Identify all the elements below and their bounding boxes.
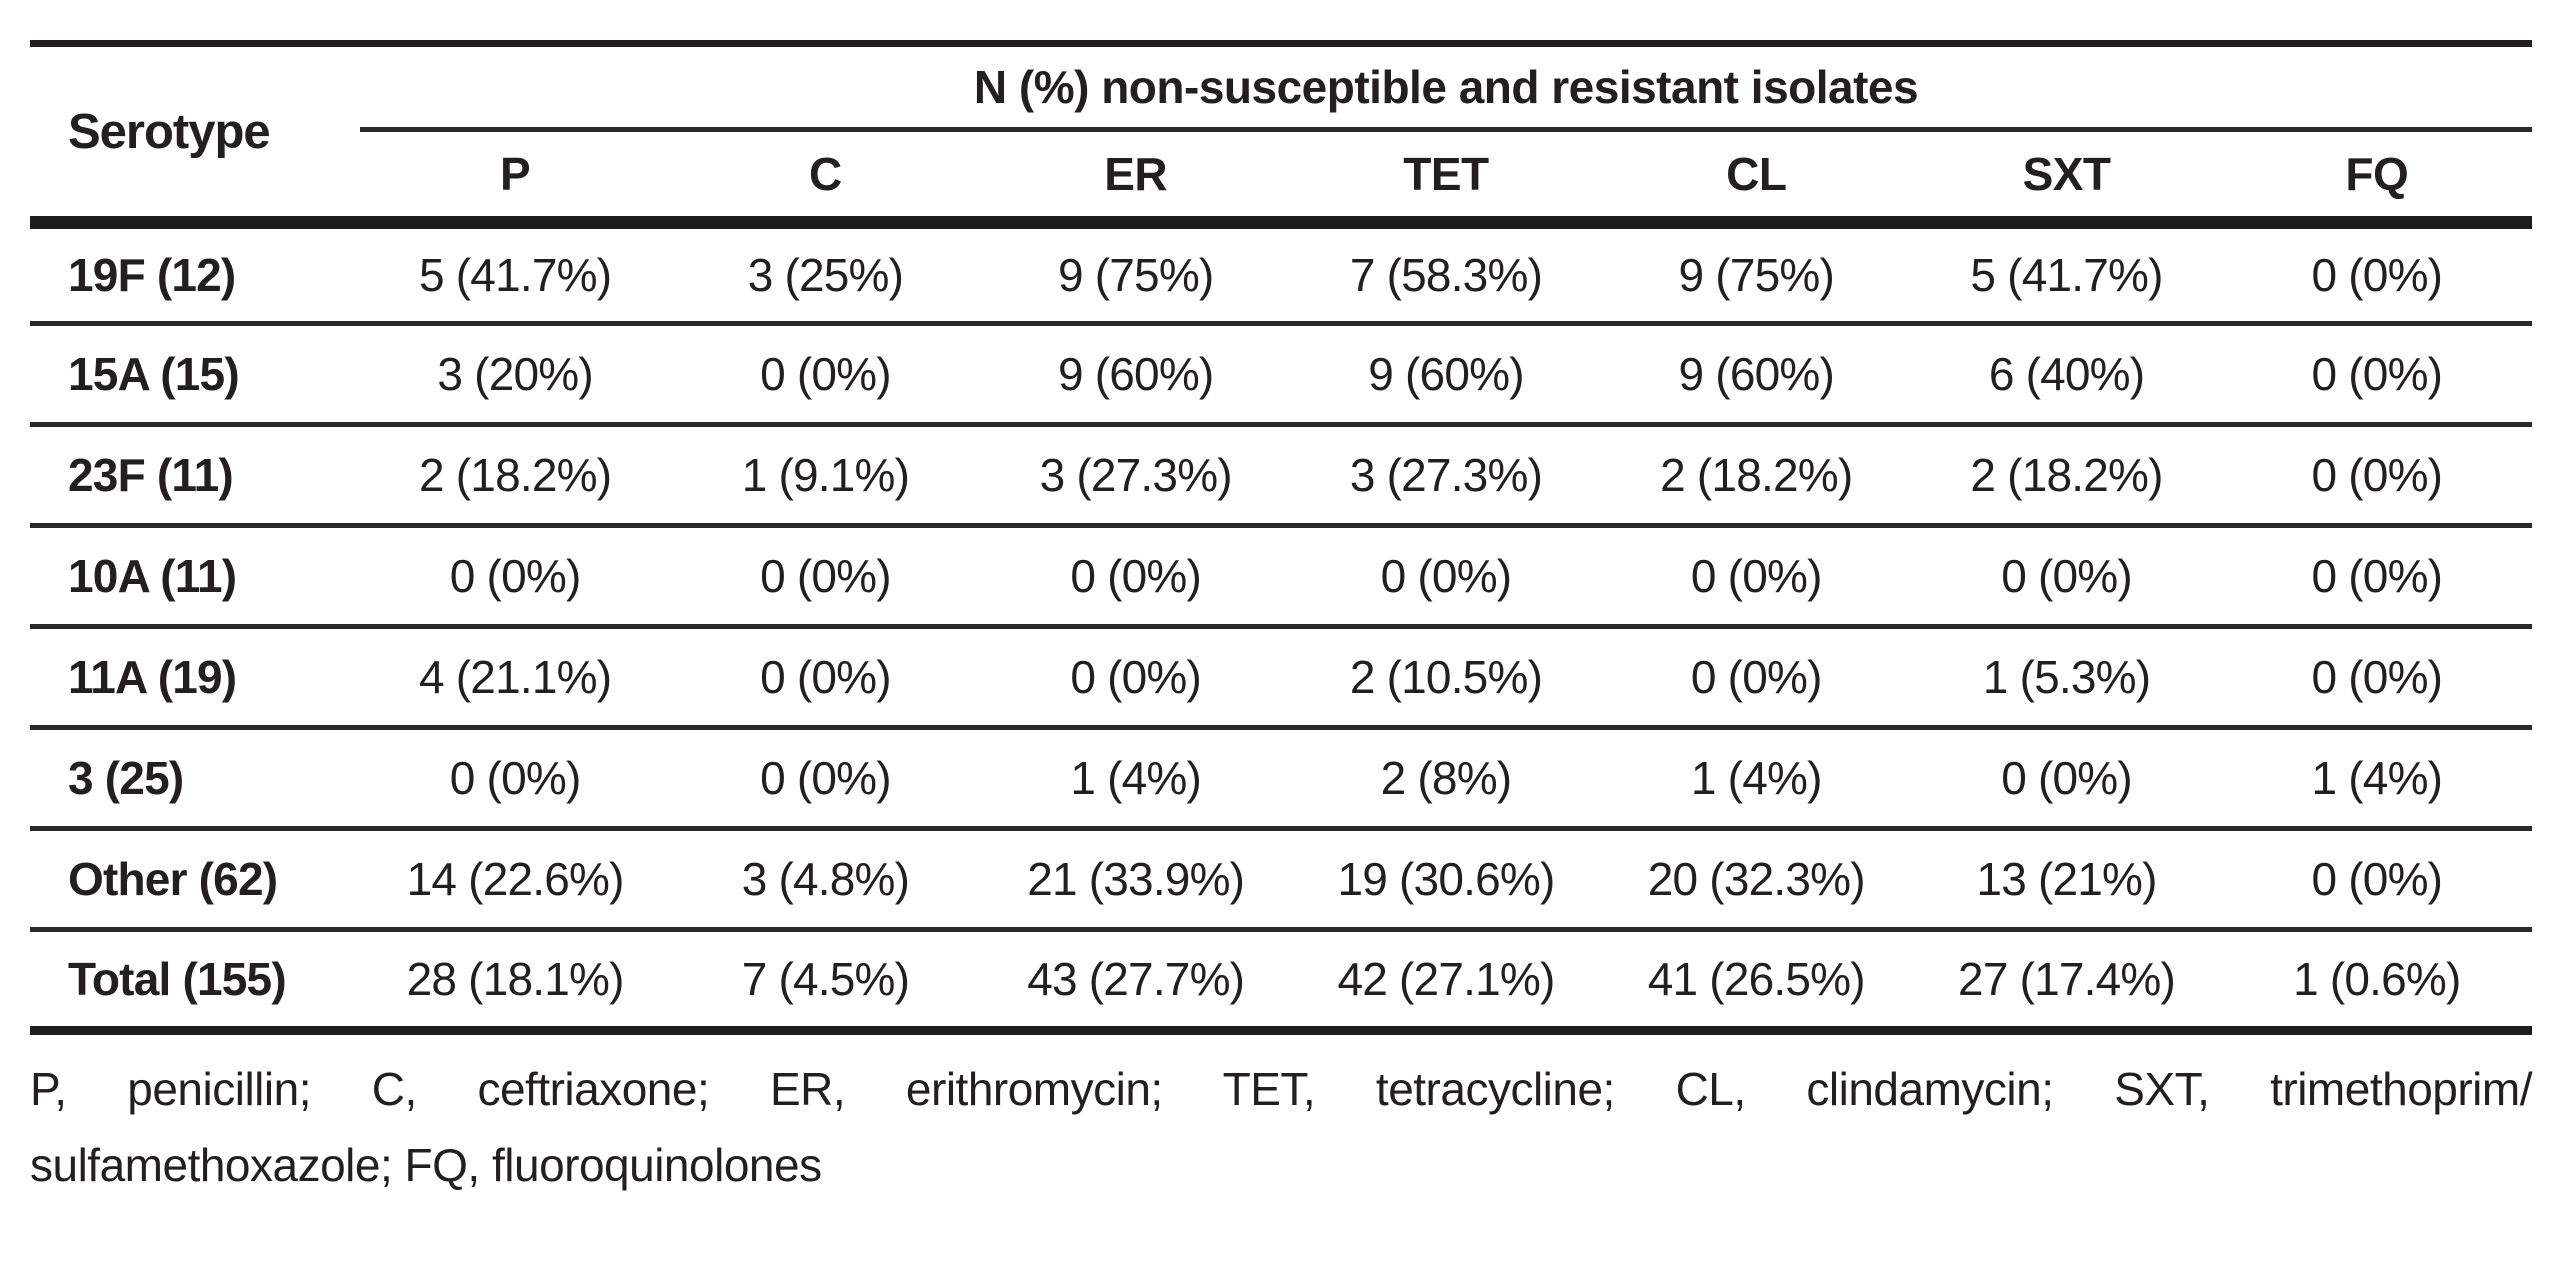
table-row: Other (62) 14 (22.6%) 3 (4.8%) 21 (33.9%) 19…	[30, 828, 2532, 932]
column-header-c: C	[670, 129, 981, 229]
serotype-cell: 23F (11)	[30, 424, 360, 528]
value-cell: 0 (0%)	[670, 525, 981, 629]
value-cell: 0 (0%)	[670, 727, 981, 831]
value-cell: 6 (40%)	[1911, 323, 2222, 427]
value-cell: 7 (4.5%)	[670, 929, 981, 1035]
value-cell: 0 (0%)	[2221, 222, 2532, 326]
column-header-cl: CL	[1601, 129, 1912, 229]
value-cell: 3 (27.3%)	[1290, 424, 1602, 528]
footnote-line-2: sulfamethoxazole; FQ, fluoroquinolones	[30, 1139, 822, 1191]
value-cell: 0 (0%)	[1601, 525, 1912, 629]
column-header-tet: TET	[1290, 129, 1602, 229]
value-cell: 9 (75%)	[1601, 222, 1912, 326]
serotype-cell: 19F (12)	[30, 222, 360, 326]
table-body: 19F (12) 5 (41.7%) 3 (25%) 9 (75%) 7 (58.3%)…	[30, 222, 2532, 1035]
value-cell: 0 (0%)	[2221, 323, 2532, 427]
column-header-sxt: SXT	[1911, 129, 2222, 229]
value-cell: 41 (26.5%)	[1601, 929, 1912, 1035]
value-cell: 0 (0%)	[1911, 525, 2222, 629]
value-cell: 0 (0%)	[2221, 626, 2532, 730]
footnote-line-1: P, penicillin; C, ceftriaxone; ER, erith…	[30, 1063, 2533, 1115]
group-header-row: Serotype N (%) non-susceptible and resis…	[30, 43, 2532, 229]
value-cell: 28 (18.1%)	[360, 929, 671, 1035]
value-cell: 1 (5.3%)	[1911, 626, 2222, 730]
value-cell: 0 (0%)	[360, 727, 671, 831]
value-cell: 1 (9.1%)	[670, 424, 981, 528]
column-header-fq: FQ	[2221, 129, 2532, 229]
value-cell: 4 (21.1%)	[360, 626, 671, 730]
value-cell: 3 (20%)	[360, 323, 671, 427]
value-cell: 0 (0%)	[2221, 828, 2532, 932]
value-cell: 9 (60%)	[1601, 323, 1912, 427]
value-cell: 19 (30.6%)	[1290, 828, 1602, 932]
value-cell: 9 (60%)	[1290, 323, 1602, 427]
table-row: 10A (11) 0 (0%) 0 (0%) 0 (0%) 0 (0%) 0 (0%) 0 …	[30, 525, 2532, 629]
value-cell: 0 (0%)	[980, 626, 1291, 730]
value-cell: 5 (41.7%)	[360, 222, 671, 326]
value-cell: 27 (17.4%)	[1911, 929, 2222, 1035]
value-cell: 1 (4%)	[1601, 727, 1912, 831]
value-cell: 0 (0%)	[1290, 525, 1602, 629]
value-cell: 3 (4.8%)	[670, 828, 981, 932]
value-cell: 3 (27.3%)	[980, 424, 1291, 528]
table-row: 23F (11) 2 (18.2%) 1 (9.1%) 3 (27.3%) 3 (27.…	[30, 424, 2532, 528]
value-cell: 9 (60%)	[980, 323, 1291, 427]
table-row: 3 (25) 0 (0%) 0 (0%) 1 (4%) 2 (8%) 1 (4%) 0 (0…	[30, 727, 2532, 831]
column-header-er: ER	[980, 129, 1291, 229]
value-cell: 20 (32.3%)	[1601, 828, 1912, 932]
table-row: 19F (12) 5 (41.7%) 3 (25%) 9 (75%) 7 (58.3%)…	[30, 222, 2532, 326]
value-cell: 1 (0.6%)	[2221, 929, 2532, 1035]
value-cell: 0 (0%)	[2221, 525, 2532, 629]
serotype-cell: Total (155)	[30, 929, 360, 1035]
value-cell: 21 (33.9%)	[980, 828, 1291, 932]
value-cell: 3 (25%)	[670, 222, 981, 326]
table-header: Serotype N (%) non-susceptible and resis…	[30, 43, 2532, 229]
value-cell: 13 (21%)	[1911, 828, 2222, 932]
value-cell: 0 (0%)	[360, 525, 671, 629]
column-header-row: P C ER TET CL SXT FQ	[30, 129, 2532, 229]
value-cell: 2 (18.2%)	[1911, 424, 2222, 528]
value-cell: 9 (75%)	[980, 222, 1291, 326]
group-header: N (%) non-susceptible and resistant isol…	[360, 43, 2532, 132]
value-cell: 5 (41.7%)	[1911, 222, 2222, 326]
resistance-table: Serotype N (%) non-susceptible and resis…	[30, 40, 2532, 1035]
table-row: 11A (19) 4 (21.1%) 0 (0%) 0 (0%) 2 (10.5%) 0 …	[30, 626, 2532, 730]
value-cell: 1 (4%)	[2221, 727, 2532, 831]
value-cell: 0 (0%)	[1911, 727, 2222, 831]
value-cell: 14 (22.6%)	[360, 828, 671, 932]
value-cell: 1 (4%)	[980, 727, 1291, 831]
serotype-cell: 10A (11)	[30, 525, 360, 629]
value-cell: 0 (0%)	[980, 525, 1291, 629]
value-cell: 0 (0%)	[670, 626, 981, 730]
value-cell: 2 (18.2%)	[360, 424, 671, 528]
value-cell: 42 (27.1%)	[1290, 929, 1602, 1035]
value-cell: 2 (8%)	[1290, 727, 1602, 831]
value-cell: 7 (58.3%)	[1290, 222, 1602, 326]
value-cell: 0 (0%)	[2221, 424, 2532, 528]
value-cell: 0 (0%)	[1601, 626, 1912, 730]
footnote: P, penicillin; C, ceftriaxone; ER, erith…	[30, 1051, 2533, 1203]
serotype-cell: 3 (25)	[30, 727, 360, 831]
table-row: Total (155) 28 (18.1%) 7 (4.5%) 43 (27.7%) 4…	[30, 929, 2532, 1035]
value-cell: 43 (27.7%)	[980, 929, 1291, 1035]
serotype-cell: Other (62)	[30, 828, 360, 932]
table-row: 15A (15) 3 (20%) 0 (0%) 9 (60%) 9 (60%) 9 (60…	[30, 323, 2532, 427]
value-cell: 0 (0%)	[670, 323, 981, 427]
serotype-cell: 15A (15)	[30, 323, 360, 427]
value-cell: 2 (10.5%)	[1290, 626, 1602, 730]
serotype-column-header: Serotype	[30, 43, 360, 229]
serotype-cell: 11A (19)	[30, 626, 360, 730]
column-header-p: P	[360, 129, 671, 229]
value-cell: 2 (18.2%)	[1601, 424, 1912, 528]
